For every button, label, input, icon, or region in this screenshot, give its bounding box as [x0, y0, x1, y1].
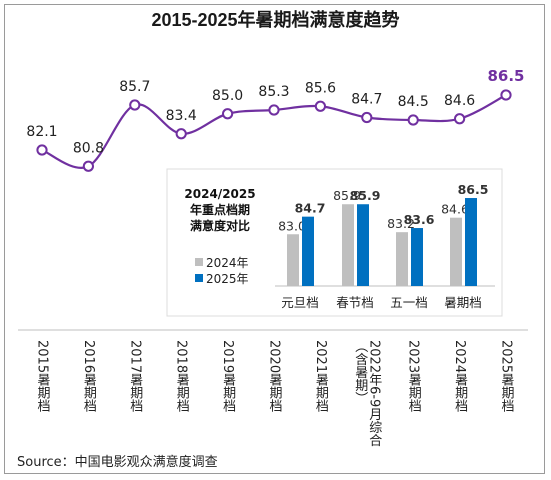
- inset-bar: [450, 217, 462, 286]
- trend-point: [407, 114, 419, 126]
- trend-point: [454, 113, 466, 125]
- inset-value-label: 83.0: [278, 218, 306, 233]
- source-note: Source：中国电影观众满意度调查: [17, 455, 218, 470]
- inset-value-label: 84.6: [441, 202, 469, 217]
- inset-bar: [396, 232, 408, 286]
- x-tick-label: 2017暑期档: [127, 340, 143, 413]
- x-tick-label: 2022年6-9月综合（含暑期）: [352, 340, 382, 447]
- trend-point: [36, 144, 48, 156]
- inset-category-label: 元旦档: [281, 295, 319, 310]
- trend-value-label: 85.7: [119, 79, 150, 95]
- inset-title: 2024/2025 年重点档期满意度对比: [184, 187, 255, 233]
- trend-point: [500, 89, 512, 101]
- inset-category-label: 五一档: [390, 295, 428, 310]
- x-tick-label: 2023暑期档: [406, 340, 422, 413]
- inset-category-label: 春节档: [336, 295, 374, 310]
- trend-value-label: 84.6: [444, 93, 475, 109]
- inset-bar: [465, 198, 477, 286]
- trend-point: [175, 128, 187, 140]
- inset-value-label: 83.2: [387, 216, 415, 231]
- trend-point: [129, 99, 141, 111]
- trend-value-label: 85.6: [305, 80, 336, 96]
- trend-value-label: 84.7: [351, 92, 382, 108]
- x-tick-label: 2015暑期档: [35, 340, 51, 413]
- legend-label: 2025年: [206, 272, 249, 286]
- inset-panel: [166, 168, 503, 317]
- trend-point: [82, 160, 95, 172]
- trend-value-label: 82.1: [26, 124, 57, 140]
- inset-value-label: 85.9: [350, 188, 381, 203]
- inset-bar: [357, 204, 369, 286]
- x-tick-label: 2025暑期档: [499, 340, 515, 413]
- chart-title: 2015-2025年暑期档满意度趋势: [151, 10, 400, 30]
- inset-value-label: 86.5: [458, 182, 489, 197]
- inset-bar: [411, 228, 423, 286]
- trend-point: [268, 104, 280, 116]
- trend-value-label: 85.3: [258, 84, 289, 100]
- x-tick-label: 2020暑期档: [267, 340, 283, 413]
- legend-swatch: [195, 258, 203, 266]
- trend-value-label: 84.5: [398, 94, 429, 110]
- inset-bar: [342, 204, 354, 286]
- inset-bar: [302, 216, 314, 286]
- trend-point: [361, 111, 373, 124]
- trend-value-label: 85.0: [212, 88, 243, 104]
- trend-value-label: 80.8: [73, 140, 104, 156]
- x-tick-label: 2021暑期档: [313, 340, 329, 413]
- trend-point: [222, 108, 234, 120]
- inset-value-label: 84.7: [295, 201, 326, 216]
- inset-value-label: 83.6: [404, 212, 435, 227]
- trend-value-label: 83.4: [166, 108, 197, 124]
- legend-label: 2024年: [206, 256, 249, 270]
- legend-swatch: [195, 274, 203, 282]
- x-tick-label: 2019暑期档: [220, 340, 236, 413]
- x-tick-label: 2016暑期档: [81, 340, 97, 413]
- inset-category-label: 暑期档: [444, 295, 482, 310]
- x-tick-label: 2024暑期档: [452, 340, 468, 413]
- inset-value-label: 85.9: [333, 188, 361, 203]
- trend-point: [314, 100, 326, 112]
- trend-value-label: 86.5: [487, 67, 524, 85]
- x-tick-label: 2018暑期档: [174, 340, 190, 413]
- inset-bar: [287, 234, 299, 286]
